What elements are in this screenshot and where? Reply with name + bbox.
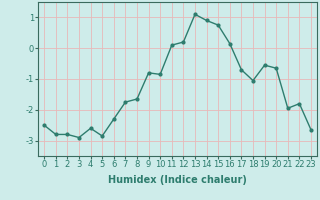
X-axis label: Humidex (Indice chaleur): Humidex (Indice chaleur) (108, 175, 247, 185)
